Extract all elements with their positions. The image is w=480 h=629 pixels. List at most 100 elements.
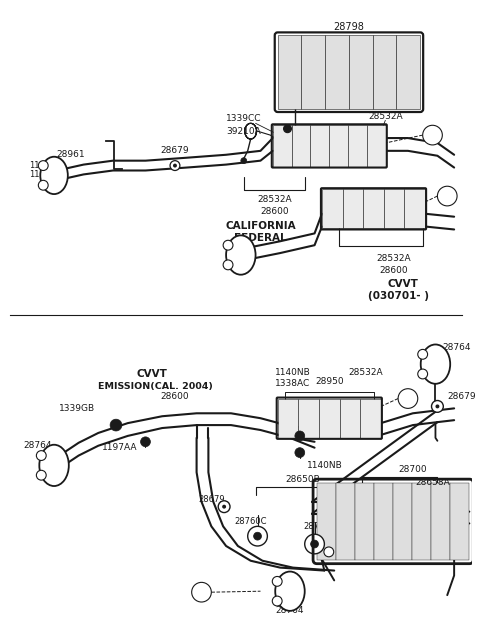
Circle shape [38, 181, 48, 190]
Bar [360, 399, 381, 438]
Ellipse shape [275, 572, 305, 611]
Text: 1338AC: 1338AC [276, 379, 311, 388]
Text: 28532A: 28532A [257, 196, 291, 204]
Text: 28650B: 28650B [286, 475, 320, 484]
Text: 28532A: 28532A [376, 255, 410, 264]
Text: 28764: 28764 [23, 441, 52, 450]
Bar [343, 189, 363, 228]
Text: 28600: 28600 [379, 266, 408, 276]
Circle shape [272, 576, 282, 586]
Text: A: A [198, 587, 205, 597]
Circle shape [253, 532, 262, 540]
Bar [336, 483, 355, 560]
Text: A: A [444, 192, 451, 201]
Circle shape [284, 125, 291, 133]
Text: EMISSION(CAL. 2004): EMISSION(CAL. 2004) [98, 382, 213, 391]
Text: 28961: 28961 [57, 150, 85, 159]
Bar [396, 35, 420, 109]
Bar [405, 189, 425, 228]
Bar [367, 125, 386, 167]
Bar [301, 35, 325, 109]
Text: 28950: 28950 [315, 377, 344, 386]
Circle shape [432, 401, 444, 412]
Bar [278, 399, 299, 438]
Bar [363, 189, 384, 228]
Bar [278, 35, 301, 109]
Circle shape [241, 158, 247, 164]
Text: 28600: 28600 [260, 208, 288, 216]
Circle shape [248, 526, 267, 546]
Bar [340, 399, 360, 438]
Circle shape [36, 450, 46, 460]
Bar [374, 483, 393, 560]
Circle shape [223, 260, 233, 270]
Text: 1197AA: 1197AA [102, 443, 138, 452]
Circle shape [418, 349, 428, 359]
Circle shape [141, 437, 150, 447]
Bar [384, 189, 405, 228]
Ellipse shape [226, 235, 255, 275]
Circle shape [110, 419, 122, 431]
Bar [299, 399, 319, 438]
Bar [348, 125, 367, 167]
Ellipse shape [420, 345, 450, 384]
Bar [292, 125, 311, 167]
Text: A: A [405, 394, 411, 403]
Circle shape [295, 448, 305, 457]
Circle shape [218, 501, 230, 513]
Bar [372, 35, 396, 109]
Circle shape [223, 240, 233, 250]
Bar [412, 483, 431, 560]
Circle shape [423, 125, 443, 145]
Text: A: A [429, 131, 436, 140]
Bar [325, 35, 349, 109]
Text: 28532A: 28532A [348, 369, 383, 377]
Text: CALIFORNIA: CALIFORNIA [225, 221, 296, 231]
Circle shape [435, 404, 439, 408]
Text: CVVT: CVVT [387, 279, 419, 289]
Ellipse shape [39, 445, 69, 486]
Text: 28760C: 28760C [303, 522, 336, 531]
Bar [431, 483, 450, 560]
Text: 28700: 28700 [398, 465, 427, 474]
Circle shape [173, 164, 177, 167]
Text: 28600: 28600 [161, 392, 189, 401]
Circle shape [295, 431, 305, 441]
Text: 28679: 28679 [161, 147, 189, 155]
Bar [322, 189, 343, 228]
Bar [273, 125, 292, 167]
Circle shape [170, 160, 180, 170]
Circle shape [192, 582, 211, 602]
Text: 1339GB: 1339GB [59, 404, 95, 413]
Text: 28532A: 28532A [368, 112, 403, 121]
Text: 28760C: 28760C [234, 517, 267, 526]
Text: FEDERAL: FEDERAL [234, 233, 287, 243]
Text: (030701- ): (030701- ) [368, 291, 429, 301]
Bar [393, 483, 412, 560]
Text: 28658A: 28658A [415, 477, 450, 487]
Text: 1140NB: 1140NB [275, 369, 311, 377]
Ellipse shape [40, 157, 68, 194]
Circle shape [324, 547, 334, 557]
Bar [317, 483, 336, 560]
Text: CVVT: CVVT [137, 369, 168, 379]
Bar [319, 399, 340, 438]
Bar [311, 125, 329, 167]
Circle shape [418, 369, 428, 379]
Text: 39210A: 39210A [226, 126, 261, 136]
Text: 28798: 28798 [334, 22, 364, 32]
Circle shape [272, 596, 282, 606]
Text: 28764: 28764 [276, 606, 304, 615]
Circle shape [437, 186, 457, 206]
Text: 1129JB: 1129JB [29, 161, 59, 170]
Text: 1140NB: 1140NB [307, 461, 342, 470]
Text: 28679: 28679 [447, 392, 476, 401]
Circle shape [311, 540, 319, 548]
Circle shape [305, 534, 324, 554]
Text: 1339CC: 1339CC [226, 114, 262, 123]
Circle shape [398, 389, 418, 408]
Circle shape [38, 160, 48, 170]
Bar [349, 35, 372, 109]
Text: 1129GB: 1129GB [29, 170, 63, 179]
Circle shape [222, 504, 226, 509]
